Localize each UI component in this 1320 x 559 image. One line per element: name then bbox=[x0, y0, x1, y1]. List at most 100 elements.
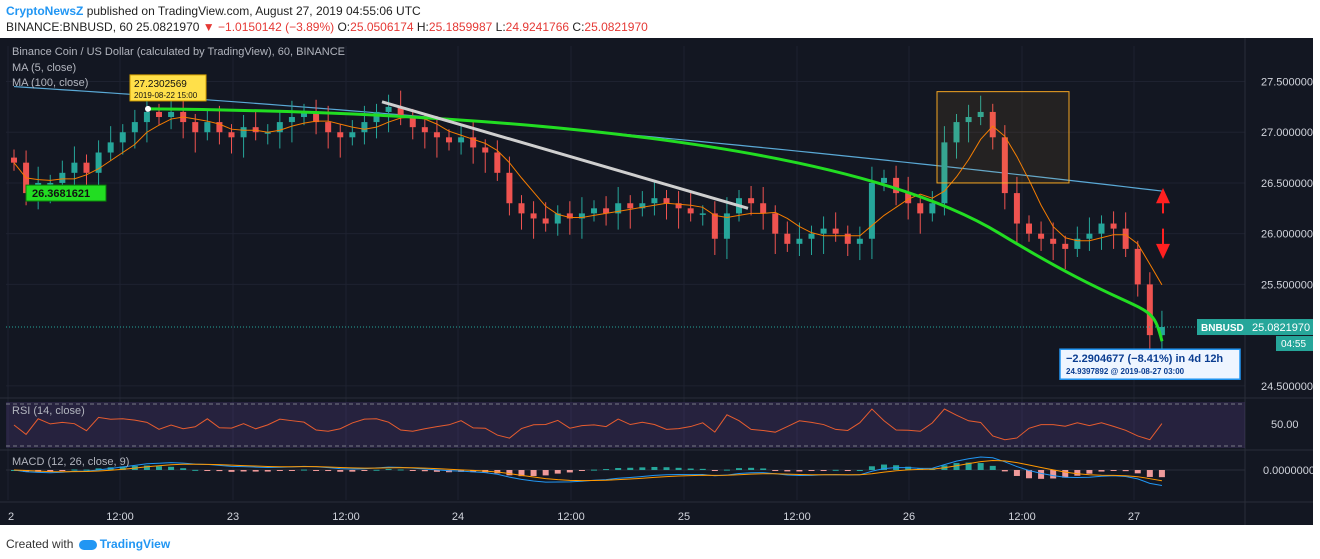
time-tick-label: 25 bbox=[678, 511, 690, 523]
price-tick-label: 26.5000000 bbox=[1261, 178, 1313, 190]
candle-body bbox=[566, 213, 573, 219]
macd-histogram-bar bbox=[603, 469, 610, 471]
candle-body bbox=[421, 127, 428, 133]
macd-histogram-bar bbox=[1110, 470, 1117, 471]
open-label: O: bbox=[337, 20, 351, 34]
candle-body bbox=[989, 111, 996, 138]
candle-body bbox=[119, 132, 126, 143]
macd-histogram-bar bbox=[301, 469, 307, 471]
candle-body bbox=[216, 122, 223, 133]
measure-box bbox=[1059, 348, 1241, 380]
macd-histogram-bar bbox=[1086, 470, 1093, 474]
candle-body bbox=[1122, 228, 1129, 249]
candle-body bbox=[893, 177, 900, 194]
macd-histogram-bar bbox=[796, 470, 803, 472]
rsi-legend[interactable]: RSI (14, close) bbox=[12, 405, 85, 417]
ohlc-line: BINANCE:BNBUSD, 60 25.0821970 ▼ −1.01501… bbox=[6, 20, 648, 34]
white-trend-line bbox=[381, 100, 749, 210]
down-triangle-icon: ▼ bbox=[202, 20, 215, 34]
candle-body bbox=[1134, 248, 1141, 285]
macd-histogram-bar bbox=[675, 467, 682, 470]
candle-body bbox=[506, 172, 513, 204]
candle-body bbox=[663, 198, 670, 204]
macd-pane: 0.0000000 bbox=[6, 456, 1313, 486]
header-bar: CryptoNewsZ published on TradingView.com… bbox=[0, 0, 1320, 36]
rsi-tick-label: 50.00 bbox=[1271, 419, 1299, 431]
price-tick-label: 24.5000000 bbox=[1261, 381, 1313, 393]
macd-histogram-bar bbox=[856, 469, 863, 471]
macd-histogram-bar bbox=[47, 470, 54, 472]
macd-histogram-bar bbox=[156, 466, 162, 470]
macd-histogram-bar bbox=[977, 463, 984, 470]
close-label: C: bbox=[572, 20, 585, 34]
candle-body bbox=[518, 203, 525, 214]
grid-lines bbox=[0, 38, 1313, 525]
macd-histogram-bar bbox=[1001, 470, 1008, 472]
ma5-legend[interactable]: MA (5, close) bbox=[12, 62, 77, 74]
macd-histogram-bar bbox=[506, 470, 513, 476]
signal-line bbox=[13, 459, 1163, 482]
author-name[interactable]: CryptoNewsZ bbox=[6, 4, 84, 18]
candle-body bbox=[881, 177, 887, 183]
macd-histogram-bar bbox=[542, 470, 549, 476]
macd-histogram-bar bbox=[1050, 470, 1057, 479]
macd-histogram-bar bbox=[204, 470, 211, 471]
macd-histogram-bar bbox=[433, 470, 440, 472]
time-tag-value: 04:55 bbox=[1281, 339, 1306, 350]
high-tag-price: 27.2302569 bbox=[134, 79, 187, 90]
time-tick-label: 12:00 bbox=[1008, 511, 1036, 523]
high-value: 25.1859987 bbox=[428, 20, 493, 34]
candle-body bbox=[192, 122, 199, 133]
low-value: 24.9241766 bbox=[505, 20, 570, 34]
time-tick-label: 2 bbox=[8, 511, 14, 523]
candle-body bbox=[917, 203, 924, 214]
candle-body bbox=[1086, 233, 1093, 239]
chart-panel[interactable] bbox=[0, 38, 1313, 525]
symbol-text: BINANCE:BNBUSD, 60 bbox=[6, 20, 133, 34]
candle-body bbox=[156, 111, 162, 118]
candle-body bbox=[409, 117, 416, 128]
macd-histogram-bar bbox=[566, 470, 573, 473]
candle-body bbox=[941, 142, 948, 204]
high-tag-box bbox=[129, 74, 207, 102]
macd-legend[interactable]: MACD (12, 26, close, 9) bbox=[12, 456, 130, 468]
macd-histogram-bar bbox=[421, 470, 428, 472]
macd-histogram-bar bbox=[1013, 470, 1020, 476]
time-tick-label: 12:00 bbox=[106, 511, 134, 523]
macd-histogram-bar bbox=[844, 470, 851, 471]
macd-histogram-bar bbox=[832, 469, 839, 471]
candle-body bbox=[615, 203, 622, 214]
candle-body bbox=[458, 137, 465, 143]
candle-body bbox=[1062, 243, 1069, 249]
candle-body bbox=[11, 157, 17, 163]
red-down-arrow bbox=[1156, 243, 1170, 260]
tradingview-brand[interactable]: TradingView bbox=[99, 537, 171, 551]
candle-body bbox=[337, 132, 344, 138]
time-tick-label: 26 bbox=[903, 511, 915, 523]
candle-body bbox=[385, 106, 392, 112]
macd-histogram-bar bbox=[784, 470, 791, 472]
candle-body bbox=[760, 203, 767, 214]
macd-histogram-bar bbox=[699, 468, 706, 470]
candle-body bbox=[856, 238, 863, 244]
macd-histogram-bar bbox=[288, 470, 295, 471]
candle-body bbox=[965, 117, 972, 123]
ma100-legend[interactable]: MA (100, close) bbox=[12, 77, 89, 89]
candle-body bbox=[264, 132, 271, 134]
macd-histogram-bar bbox=[518, 470, 525, 477]
candle-body bbox=[47, 182, 54, 185]
macd-histogram-bar bbox=[772, 470, 779, 471]
macd-histogram-bar bbox=[530, 470, 537, 477]
candle-body bbox=[603, 208, 610, 214]
macd-histogram-bar bbox=[651, 466, 658, 470]
open-value: 25.0506174 bbox=[350, 20, 414, 34]
candle-body bbox=[71, 162, 78, 173]
macd-histogram-bar bbox=[736, 468, 742, 470]
candle-body bbox=[95, 152, 102, 173]
candle-body bbox=[1013, 193, 1020, 224]
macd-histogram-bar bbox=[168, 466, 175, 470]
macd-histogram-bar bbox=[639, 467, 646, 470]
candle-body bbox=[977, 111, 984, 118]
